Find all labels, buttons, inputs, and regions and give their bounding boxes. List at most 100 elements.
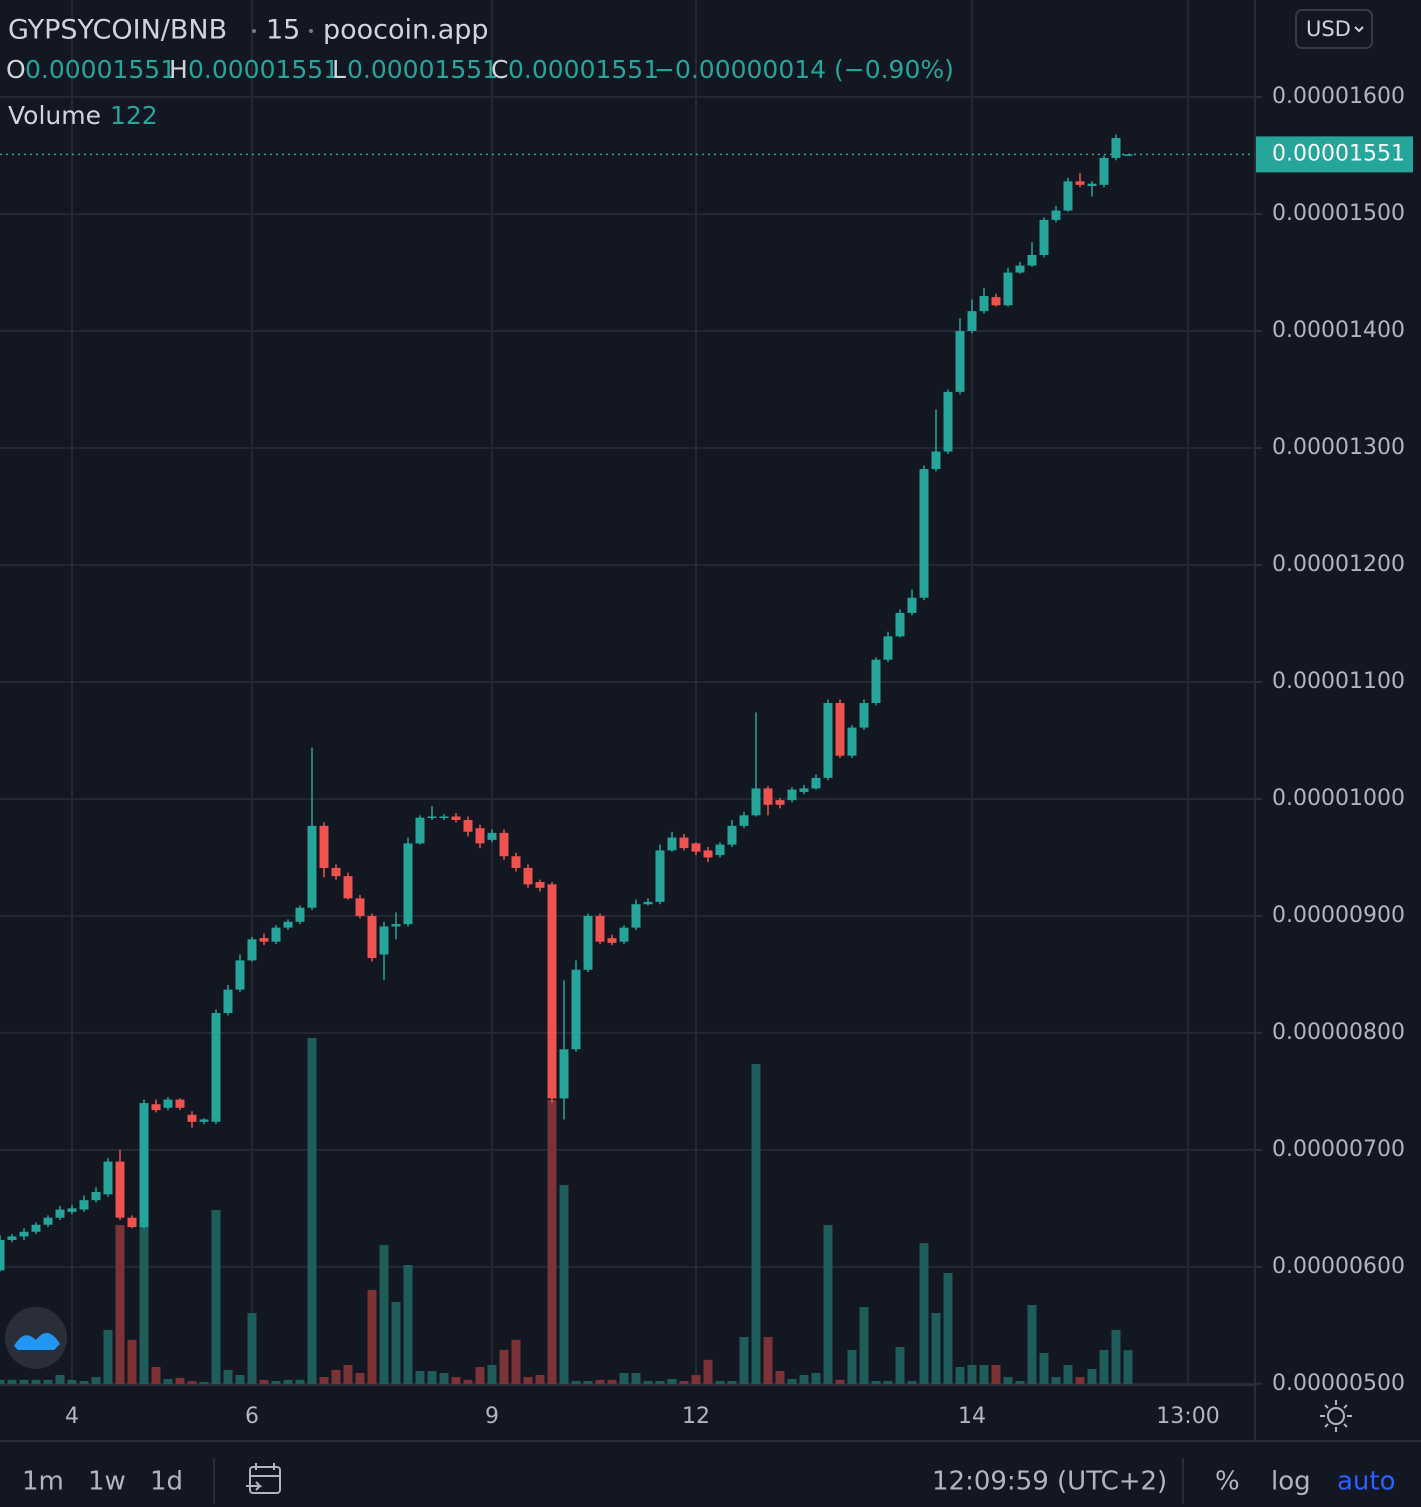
candle-body bbox=[139, 1103, 149, 1228]
candle-body bbox=[715, 844, 725, 856]
y-tick-label: 0.00000600 bbox=[1272, 1254, 1405, 1279]
legend-value: 0.00001551 bbox=[25, 55, 176, 84]
legend-key: C bbox=[491, 55, 508, 84]
candle-body bbox=[595, 915, 605, 942]
candle-body bbox=[115, 1161, 125, 1218]
candle-body bbox=[7, 1236, 17, 1240]
y-tick-label: 0.00001500 bbox=[1272, 201, 1405, 226]
volume-bar bbox=[1075, 1377, 1085, 1385]
candle-body bbox=[631, 904, 641, 928]
settings-icon[interactable] bbox=[1320, 1400, 1352, 1432]
x-tick-label: 4 bbox=[65, 1404, 79, 1429]
y-tick-label: 0.00000800 bbox=[1272, 1020, 1405, 1045]
candle-body bbox=[1063, 181, 1073, 211]
x-tick-label: 12 bbox=[682, 1404, 710, 1429]
candle-body bbox=[271, 927, 281, 942]
volume-bar bbox=[259, 1379, 269, 1385]
candle-body bbox=[499, 832, 509, 857]
volume-bar bbox=[643, 1381, 653, 1385]
volume-bar bbox=[595, 1379, 605, 1385]
volume-bar bbox=[79, 1381, 89, 1385]
volume-value: 122 bbox=[110, 101, 158, 130]
candle-body bbox=[559, 1049, 569, 1099]
y-tick-label: 0.00000700 bbox=[1272, 1137, 1405, 1162]
candle-body bbox=[295, 907, 305, 922]
volume-bar bbox=[1099, 1349, 1109, 1385]
range-button[interactable]: 1w bbox=[88, 1467, 126, 1497]
log-button[interactable]: log bbox=[1271, 1467, 1311, 1497]
candle-body bbox=[511, 856, 521, 868]
candle-body bbox=[1051, 210, 1061, 220]
volume-bar bbox=[175, 1377, 185, 1385]
range-button[interactable]: 1d bbox=[150, 1467, 183, 1497]
candle-body bbox=[367, 915, 377, 959]
volume-bar bbox=[475, 1367, 485, 1385]
candle-body bbox=[679, 837, 689, 849]
volume-bar bbox=[55, 1375, 65, 1385]
candle-body bbox=[127, 1217, 137, 1228]
volume-bar bbox=[763, 1337, 773, 1385]
candle-body bbox=[307, 825, 317, 908]
candle-body bbox=[19, 1231, 29, 1237]
candle-body bbox=[175, 1099, 185, 1108]
range-button[interactable]: 1m bbox=[22, 1467, 64, 1497]
logo[interactable] bbox=[5, 1307, 67, 1369]
candle-body bbox=[283, 921, 293, 928]
candle-body bbox=[811, 777, 821, 789]
volume-bar bbox=[1063, 1365, 1073, 1385]
volume-bar bbox=[931, 1313, 941, 1385]
separator-dot bbox=[252, 29, 256, 33]
overlay: 0.00000500 0.00000600 0.00000700 0.00000800… bbox=[0, 84, 1413, 1429]
volume-bar bbox=[1087, 1369, 1097, 1385]
icon-part bbox=[1320, 1400, 1352, 1432]
ohlc-legend: O 0.00001551 H 0.00001551 L 0.00001551 C… bbox=[6, 55, 954, 84]
candle-body bbox=[439, 816, 449, 818]
candle-body bbox=[835, 703, 845, 756]
volume-bar bbox=[727, 1381, 737, 1385]
candle-body bbox=[415, 817, 425, 844]
volume-bar bbox=[283, 1379, 293, 1385]
volume-bar bbox=[607, 1379, 617, 1385]
candle-body bbox=[199, 1119, 209, 1122]
volume-bar bbox=[1015, 1381, 1025, 1385]
candle-body bbox=[1027, 255, 1037, 266]
candle-body bbox=[847, 727, 857, 756]
candle-body bbox=[991, 297, 1001, 306]
chevron bbox=[1354, 26, 1364, 33]
icon-part bbox=[1327, 1407, 1345, 1425]
interval: 15 bbox=[266, 15, 300, 46]
candle-body bbox=[775, 800, 785, 805]
grid bbox=[0, 0, 1255, 1385]
percent-button[interactable]: % bbox=[1215, 1467, 1240, 1497]
currency-button[interactable]: USD bbox=[1295, 9, 1373, 49]
volume-bar bbox=[1027, 1305, 1037, 1385]
auto-button[interactable]: auto bbox=[1337, 1467, 1396, 1497]
icon-part bbox=[246, 1463, 280, 1491]
y-tick-label: 0.00001300 bbox=[1272, 435, 1405, 460]
candle-body bbox=[823, 703, 833, 778]
volume-bar bbox=[823, 1225, 833, 1385]
candle-body bbox=[1039, 219, 1049, 256]
candle-body bbox=[1003, 272, 1013, 306]
candle-body bbox=[463, 820, 473, 832]
volume-bar bbox=[7, 1379, 17, 1385]
candle-body bbox=[763, 788, 773, 805]
candle-body bbox=[907, 597, 917, 613]
volume-bar bbox=[679, 1381, 689, 1385]
volume-bar bbox=[355, 1373, 365, 1385]
volume-bar bbox=[919, 1243, 929, 1385]
volume-bar bbox=[379, 1245, 389, 1385]
candle-body bbox=[547, 884, 557, 1099]
volume-bar bbox=[1003, 1377, 1013, 1385]
legend-key: H bbox=[169, 55, 188, 84]
icon-part bbox=[249, 1466, 281, 1494]
candle-body bbox=[1099, 157, 1109, 185]
candle-body bbox=[331, 867, 341, 877]
volume-bar bbox=[799, 1375, 809, 1385]
candle-body bbox=[91, 1191, 101, 1201]
volume-bar bbox=[715, 1381, 725, 1385]
volume-bar bbox=[115, 1225, 125, 1385]
volume-bar bbox=[187, 1381, 197, 1385]
volume-bar bbox=[247, 1313, 257, 1385]
goto-date-button[interactable] bbox=[246, 1463, 281, 1494]
